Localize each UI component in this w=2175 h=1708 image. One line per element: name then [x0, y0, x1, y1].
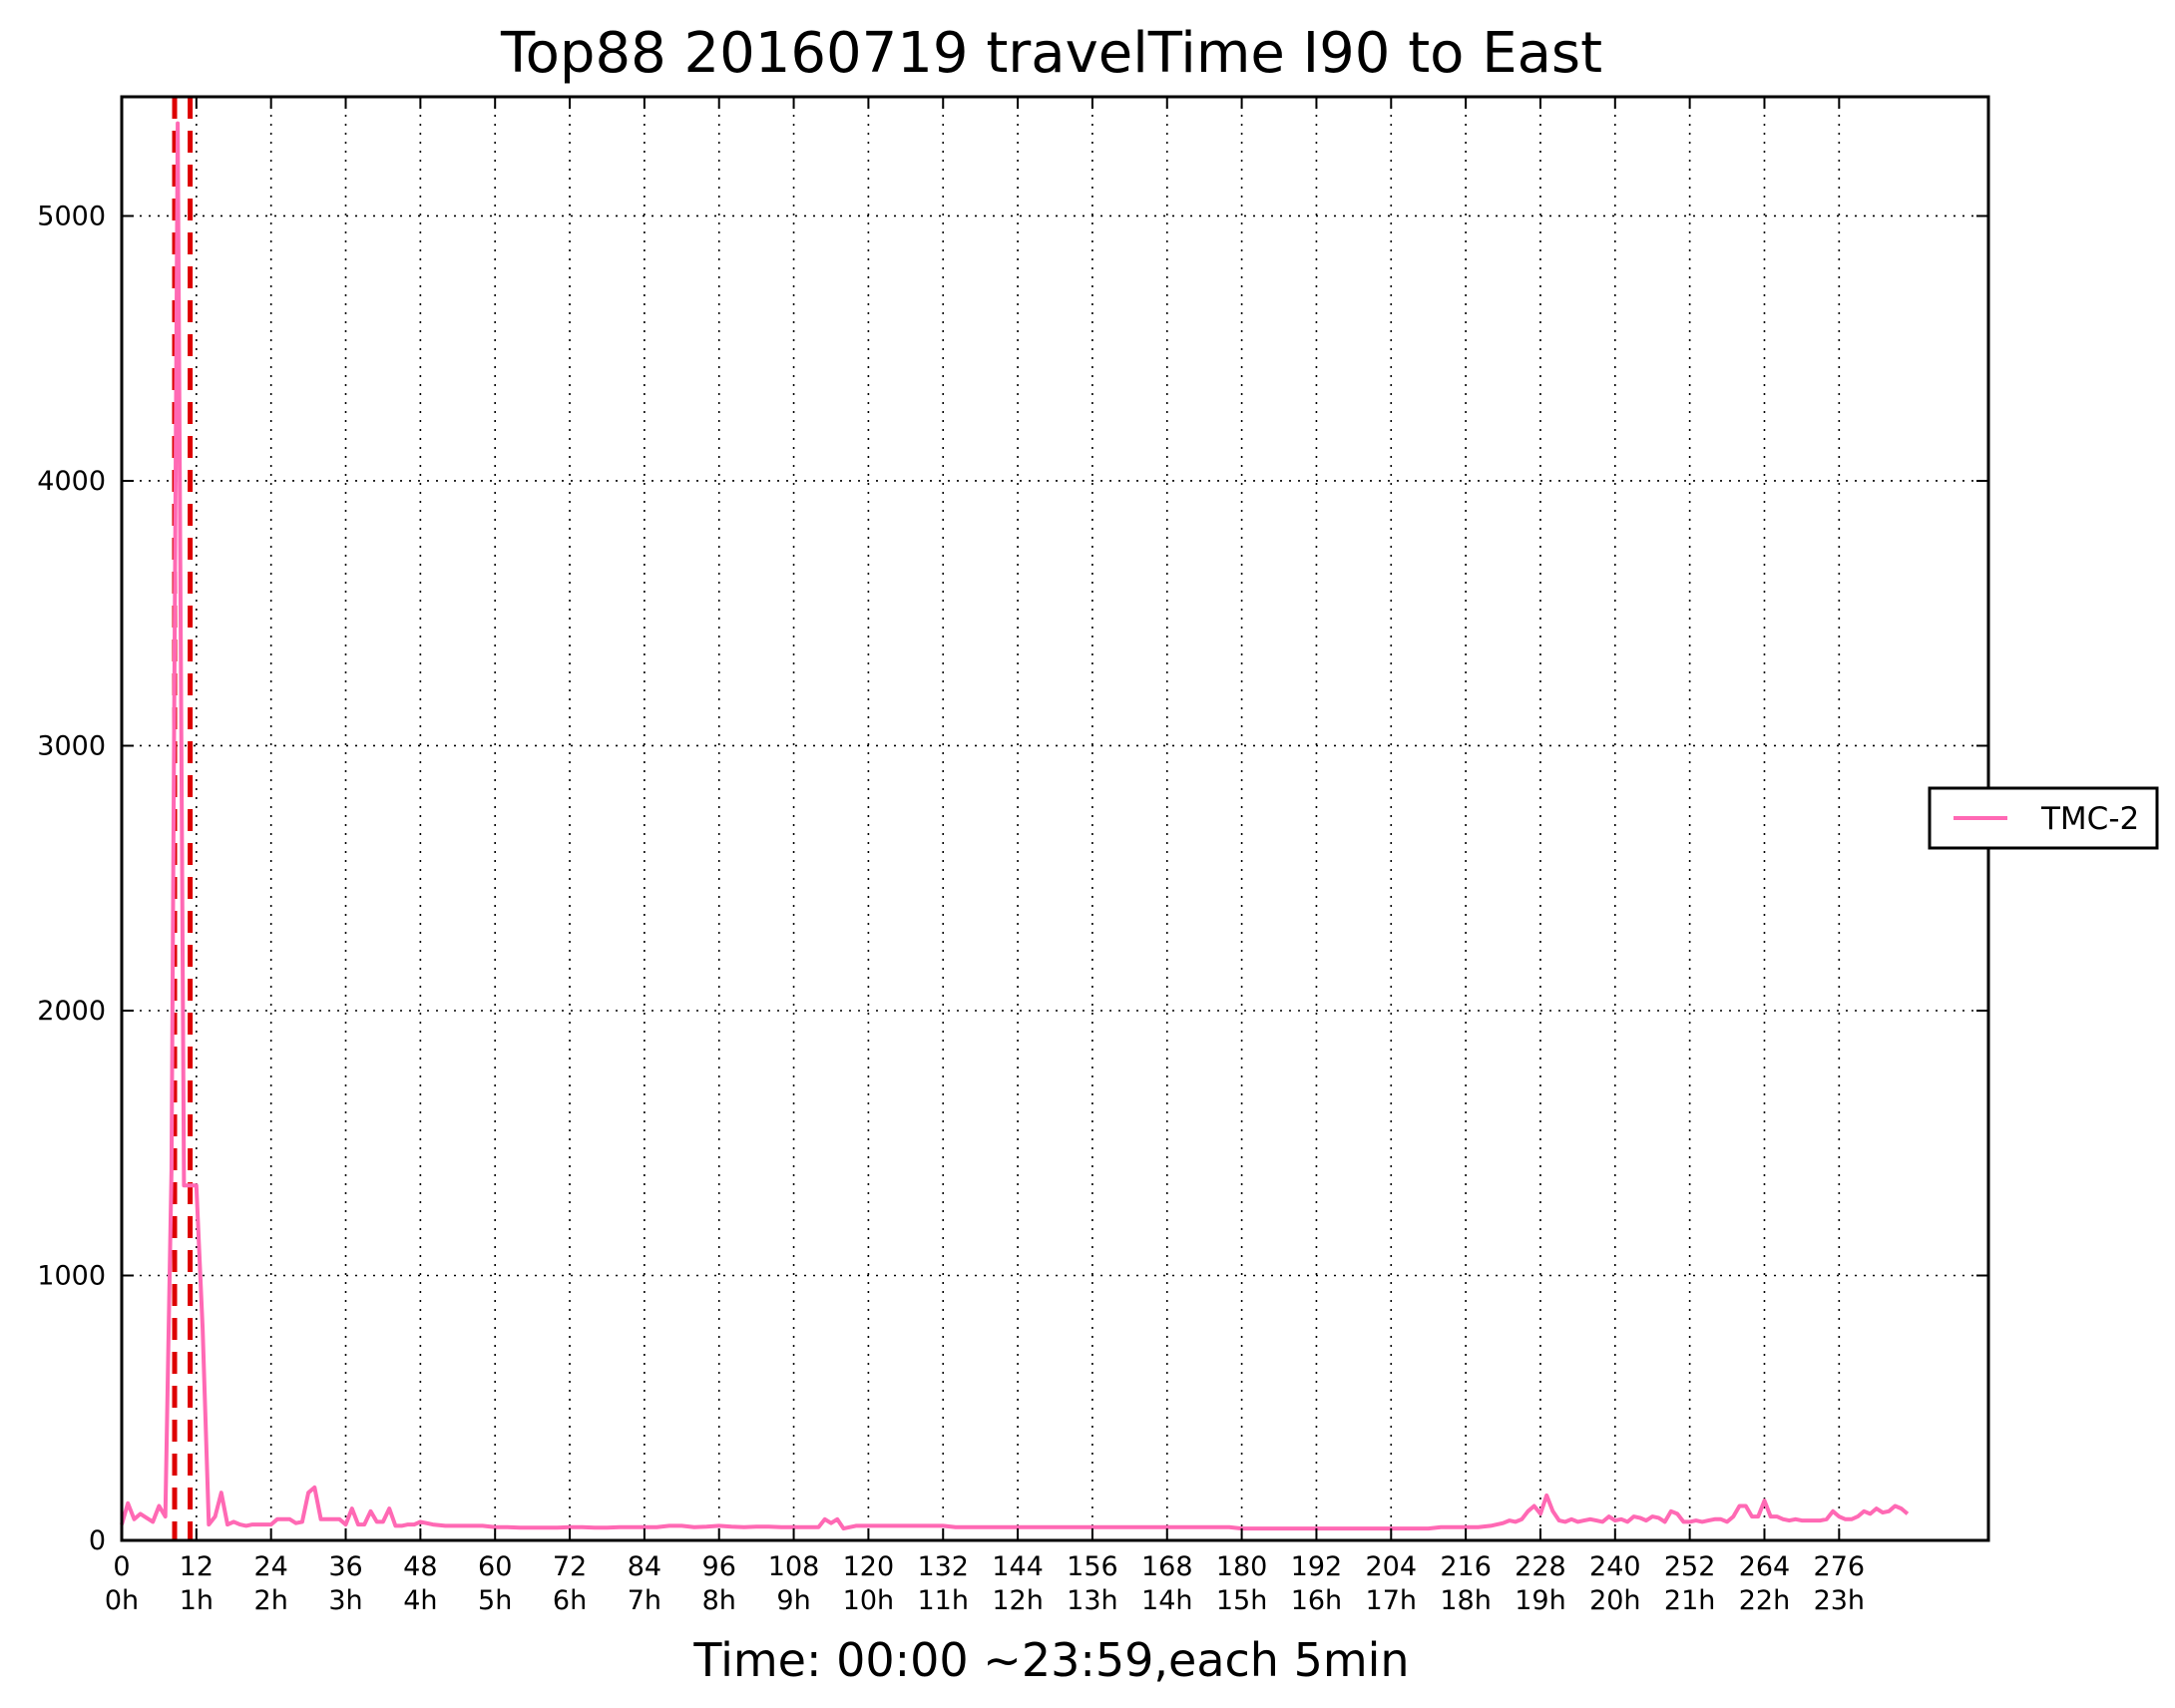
- y-axis-ticks: 0 1000 2000 3000 4000 5000: [37, 201, 1988, 1556]
- x-tick-hour-label-10: 10h: [843, 1585, 894, 1616]
- chart-title: Top88 20160719 travelTime I90 to East: [500, 21, 1602, 86]
- series-line-0: [120, 121, 1910, 1531]
- series-layer: [120, 121, 1910, 1531]
- x-tick-label-6: 72: [553, 1551, 587, 1582]
- y-tick-label-0: 0: [89, 1525, 106, 1556]
- y-tick-label-1: 1000: [37, 1260, 106, 1291]
- x-tick-hour-label-0: 0h: [105, 1585, 139, 1616]
- x-tick-hour-label-7: 7h: [628, 1585, 661, 1616]
- x-tick-hour-label-5: 5h: [478, 1585, 512, 1616]
- x-tick-label-4: 48: [403, 1551, 437, 1582]
- x-tick-hour-label-16: 16h: [1291, 1585, 1342, 1616]
- x-tick-label-2: 24: [254, 1551, 288, 1582]
- x-tick-label-5: 60: [478, 1551, 512, 1582]
- y-tick-label-4: 4000: [37, 466, 106, 497]
- x-tick-label-21: 252: [1664, 1551, 1716, 1582]
- x-tick-hour-label-9: 9h: [776, 1585, 810, 1616]
- y-tick-label-5: 5000: [37, 201, 106, 231]
- x-tick-hour-label-4: 4h: [403, 1585, 437, 1616]
- x-tick-hour-label-22: 22h: [1739, 1585, 1790, 1616]
- x-tick-hour-label-12: 12h: [992, 1585, 1043, 1616]
- x-tick-hour-label-3: 3h: [328, 1585, 362, 1616]
- x-tick-label-15: 180: [1216, 1551, 1268, 1582]
- x-tick-label-14: 168: [1141, 1551, 1193, 1582]
- x-tick-label-3: 36: [328, 1551, 362, 1582]
- x-tick-hour-label-21: 21h: [1664, 1585, 1715, 1616]
- x-tick-label-17: 204: [1366, 1551, 1418, 1582]
- x-tick-hour-label-19: 19h: [1515, 1585, 1565, 1616]
- legend: TMC-2: [1928, 786, 2159, 850]
- x-tick-hour-label-18: 18h: [1440, 1585, 1491, 1616]
- x-tick-label-9: 108: [768, 1551, 820, 1582]
- x-tick-label-13: 156: [1067, 1551, 1118, 1582]
- x-tick-label-16: 192: [1291, 1551, 1343, 1582]
- x-tick-label-18: 216: [1440, 1551, 1492, 1582]
- x-tick-label-8: 96: [702, 1551, 736, 1582]
- legend-label: TMC-2: [2040, 801, 2139, 837]
- x-tick-hour-label-2: 2h: [254, 1585, 288, 1616]
- x-tick-label-23: 276: [1814, 1551, 1866, 1582]
- y-tick-label-3: 3000: [37, 730, 106, 761]
- x-tick-label-0: 0: [113, 1551, 130, 1582]
- x-tick-label-11: 132: [917, 1551, 969, 1582]
- x-tick-label-19: 228: [1515, 1551, 1566, 1582]
- x-tick-hour-label-13: 13h: [1067, 1585, 1117, 1616]
- x-tick-hour-label-17: 17h: [1366, 1585, 1417, 1616]
- x-tick-hour-label-23: 23h: [1814, 1585, 1865, 1616]
- x-tick-label-10: 120: [843, 1551, 895, 1582]
- x-tick-label-22: 264: [1739, 1551, 1791, 1582]
- x-tick-label-7: 84: [628, 1551, 661, 1582]
- x-tick-hour-label-14: 14h: [1141, 1585, 1192, 1616]
- x-tick-label-12: 144: [992, 1551, 1044, 1582]
- x-axis-label: Time: 00:00 ~23:59,each 5min: [692, 1633, 1409, 1687]
- x-tick-hour-label-6: 6h: [553, 1585, 587, 1616]
- x-tick-hour-label-20: 20h: [1589, 1585, 1640, 1616]
- x-tick-hour-label-1: 1h: [180, 1585, 214, 1616]
- x-tick-label-20: 240: [1589, 1551, 1641, 1582]
- y-tick-label-2: 2000: [37, 996, 106, 1027]
- x-tick-hour-label-8: 8h: [702, 1585, 736, 1616]
- x-tick-hour-label-11: 11h: [918, 1585, 969, 1616]
- x-tick-label-1: 12: [180, 1551, 214, 1582]
- x-tick-hour-label-15: 15h: [1216, 1585, 1267, 1616]
